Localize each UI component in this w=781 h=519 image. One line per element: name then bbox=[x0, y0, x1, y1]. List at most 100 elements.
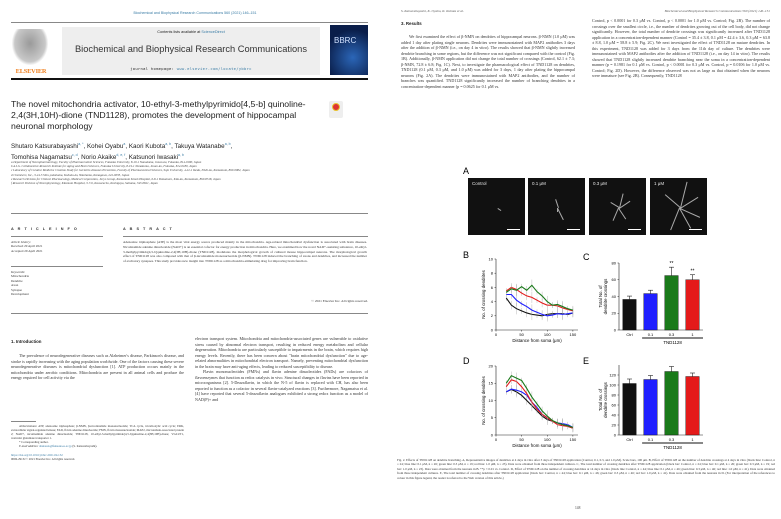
scale-bar bbox=[567, 228, 580, 230]
bar-Ctrl bbox=[622, 299, 637, 331]
series-line-control bbox=[505, 297, 574, 317]
y-tick-label: 60 bbox=[612, 402, 617, 407]
affiliation: b A.I.G. Collaborative Research Institut… bbox=[11, 164, 197, 169]
panel-label: C bbox=[583, 252, 590, 262]
author[interactable]: Tomohisa Nagamatsu bbox=[11, 154, 72, 162]
article-info-heading: A R T I C L E I N F O bbox=[11, 227, 79, 231]
issn: 0006-291X/© 2021 Elsevier Inc. All right… bbox=[11, 456, 76, 461]
running-journal: Biochemical and Biophysical Research Com… bbox=[664, 9, 770, 13]
author[interactable]: Norio Akaike bbox=[81, 154, 117, 162]
y-tick-label: 80 bbox=[612, 392, 617, 397]
y-axis-label: No. of crossing dendrites bbox=[481, 375, 486, 424]
footnotes: Abbreviations: ATP, adenosine triphospha… bbox=[11, 424, 184, 461]
series-line-control bbox=[506, 388, 574, 429]
running-authors: S. Katsurabayashi, K. Oyabu, K. Kubota e… bbox=[401, 9, 464, 13]
y-tick-label: 6 bbox=[491, 285, 494, 290]
x-tick-label: 0 bbox=[495, 332, 498, 337]
affiliation: c Laboratory of Curative Medicine Creati… bbox=[11, 168, 250, 173]
panel-label: D bbox=[463, 356, 470, 366]
x-tick-label: 150 bbox=[570, 437, 577, 442]
y-tick-label: 15 bbox=[489, 381, 494, 386]
panel-label: A bbox=[463, 166, 469, 176]
y-tick-label: 20 bbox=[489, 363, 494, 368]
x-tick-label: 150 bbox=[570, 332, 577, 337]
panel-label: B bbox=[463, 250, 469, 260]
doi-link[interactable]: https://doi.org/10.1016/j.bbrc.2021.04.1… bbox=[11, 452, 63, 457]
panel-label: E bbox=[583, 356, 589, 366]
copyright: © 2021 Elsevier Inc. All rights reserved… bbox=[311, 299, 368, 303]
affiliation: d Chemiserv, Inc., 3-24-5 Shin-yokohama,… bbox=[11, 172, 130, 177]
elsevier-logo: ELSEVIER bbox=[10, 27, 52, 75]
group-label: TND1128 bbox=[663, 340, 682, 345]
y-tick-label: 2 bbox=[491, 313, 494, 318]
author-list: Shutaro Katsurabayashia, *, Kohei Oyabua… bbox=[11, 142, 233, 162]
x-tick-label: 1 bbox=[691, 437, 694, 442]
x-tick-label: 1 bbox=[691, 332, 694, 337]
left-page: Biochemical and Biophysical Research Com… bbox=[0, 0, 390, 519]
series-line-0-1-m bbox=[505, 388, 574, 428]
y-axis-label: Total No. ofdendrite crossings bbox=[598, 381, 608, 417]
author[interactable]: Katsunori Iwasaki bbox=[128, 154, 179, 162]
y-tick-label: 10 bbox=[489, 398, 494, 403]
results-column-2: Control, p < 0.0001 for 0.3 μM vs. Contr… bbox=[592, 18, 770, 79]
affiliations: a Department of Neuropharmacology, Facul… bbox=[11, 160, 341, 185]
x-tick-label: 0.3 bbox=[669, 332, 675, 337]
bar-1 bbox=[685, 376, 700, 436]
header-rule bbox=[11, 78, 368, 80]
x-tick-label: 100 bbox=[544, 437, 551, 442]
x-axis-label: Distance from soma (μm) bbox=[512, 338, 562, 343]
journal-cover: BBRC bbox=[330, 25, 368, 75]
figure-caption: Fig. 2. Effects of TND1128 on dendrite b… bbox=[397, 458, 775, 480]
author[interactable]: Shutaro Katsurabayashi bbox=[11, 143, 79, 151]
affiliation: f Research Division of Neurophysiology, … bbox=[11, 181, 158, 186]
journal-title: Biochemical and Biophysical Research Com… bbox=[74, 44, 307, 54]
bar-0.3 bbox=[664, 371, 679, 436]
author[interactable]: Kohei Oyabu bbox=[86, 143, 124, 151]
micrograph-panel: 1 μM bbox=[650, 178, 707, 235]
scale-bar bbox=[628, 228, 641, 230]
y-tick-label: 0 bbox=[614, 327, 617, 332]
bar-0.1 bbox=[643, 293, 658, 331]
x-axis-label: Distance from soma (μm) bbox=[512, 443, 562, 448]
keyword: Synapse bbox=[11, 287, 22, 292]
y-tick-label: 10 bbox=[489, 256, 494, 261]
tree-icon bbox=[12, 29, 48, 65]
series-line-0-3-m bbox=[505, 374, 574, 428]
micrograph-panel: 0.3 μM bbox=[589, 178, 646, 235]
check-for-updates-icon[interactable] bbox=[329, 101, 343, 118]
x-tick-label: 100 bbox=[544, 332, 551, 337]
y-tick-label: 20 bbox=[612, 311, 617, 316]
email-link[interactable]: shutarok@fukuoka-u.ac.jp bbox=[39, 444, 72, 449]
y-tick-label: 100 bbox=[609, 382, 616, 387]
scale-bar bbox=[689, 228, 702, 230]
keyword: Development bbox=[11, 292, 29, 297]
results-column-1: We first examined the effect of β-NMN on… bbox=[401, 34, 575, 89]
x-tick-label: 0.1 bbox=[648, 437, 654, 442]
y-tick-label: 60 bbox=[612, 277, 617, 282]
homepage-link[interactable]: www.elsevier.com/locate/ybbrc bbox=[176, 66, 252, 71]
running-header: Biochemical and Biophysical Research Com… bbox=[133, 11, 257, 15]
article-history: Article history: Received 29 April 2021 Ac… bbox=[11, 240, 43, 253]
article-title: The novel mitochondria activator, 10-eth… bbox=[11, 99, 306, 131]
bar-0.1 bbox=[643, 379, 658, 436]
keyword: Axon bbox=[11, 283, 19, 288]
bar-0.3 bbox=[664, 275, 679, 331]
sciencedirect-link[interactable]: ScienceDirect bbox=[201, 30, 225, 34]
bar-1 bbox=[685, 279, 700, 331]
page-number: 148 bbox=[575, 506, 581, 510]
y-tick-label: 40 bbox=[612, 294, 617, 299]
keyword: Mitochondria bbox=[11, 274, 29, 279]
bar-Ctrl bbox=[622, 383, 637, 436]
abstract-heading: A B S T R A C T bbox=[123, 227, 174, 231]
group-label: TND1128 bbox=[663, 445, 682, 450]
x-tick-label: 0.3 bbox=[669, 437, 675, 442]
x-tick-label: 0 bbox=[495, 437, 498, 442]
y-axis-label: Total No. ofdendrite crossings bbox=[598, 278, 608, 314]
affiliation: a Department of Neuropharmacology, Facul… bbox=[11, 160, 202, 164]
micrograph-panel: Control bbox=[468, 178, 525, 235]
series-line-0-3-m bbox=[505, 284, 574, 311]
y-axis-label: No. of crossing dendrites bbox=[481, 269, 486, 318]
author[interactable]: Takuya Watanabe bbox=[174, 143, 225, 151]
keyword: Dendrite bbox=[11, 278, 23, 283]
author[interactable]: Kaori Kubota bbox=[128, 143, 166, 151]
